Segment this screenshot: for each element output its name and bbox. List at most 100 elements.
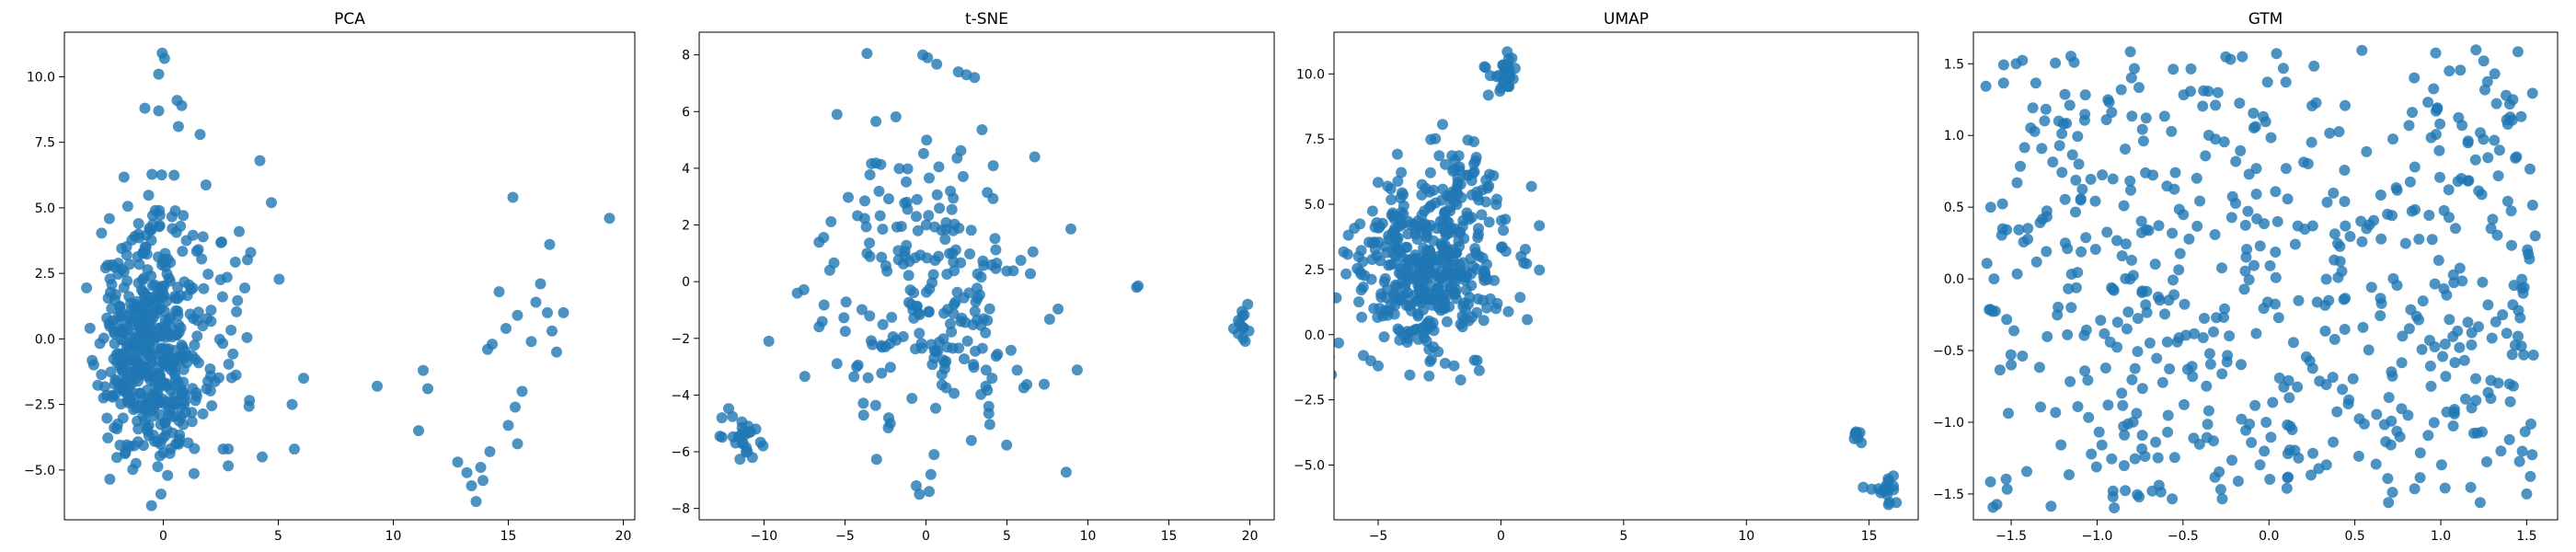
data-point (723, 403, 734, 415)
data-point (136, 284, 147, 295)
data-point (146, 168, 158, 180)
y-tick-label: 0.0 (35, 332, 55, 347)
data-point (931, 189, 943, 201)
data-point (2269, 298, 2281, 310)
data-point (2438, 204, 2450, 216)
data-point (2168, 63, 2179, 75)
data-point (2378, 419, 2390, 431)
data-point (2208, 435, 2219, 447)
data-point (2516, 445, 2528, 457)
data-point (2425, 380, 2437, 392)
data-point (2482, 299, 2494, 311)
data-point (975, 388, 987, 400)
data-point (1460, 284, 1472, 296)
data-point (2033, 362, 2045, 374)
data-point (2047, 156, 2059, 168)
data-point (2168, 183, 2180, 195)
data-point (1378, 276, 1390, 288)
data-point (1441, 316, 1453, 328)
data-point (2001, 483, 2013, 495)
data-point (716, 412, 728, 424)
data-point (2078, 114, 2090, 126)
data-point (859, 195, 870, 207)
data-point (2515, 340, 2527, 352)
data-point (976, 342, 988, 354)
data-point (2382, 473, 2394, 485)
data-point (2365, 282, 2377, 293)
data-point (1383, 230, 1395, 242)
data-point (2271, 215, 2283, 227)
data-point (2510, 152, 2522, 164)
data-point (2428, 417, 2440, 429)
data-point (1409, 324, 1421, 336)
data-point (2525, 418, 2536, 430)
data-point (874, 210, 886, 222)
data-point (1878, 484, 1890, 496)
data-point (2387, 133, 2398, 145)
data-point (2116, 250, 2128, 262)
data-point (2513, 455, 2525, 467)
x-tick-label: 10 (1080, 529, 1097, 544)
data-point (1368, 303, 1380, 315)
y-tick-label: −1.0 (1933, 416, 1964, 431)
data-point (1458, 314, 1470, 326)
data-point (1334, 292, 1342, 304)
data-point (897, 330, 909, 342)
data-point (2100, 114, 2112, 126)
data-point (949, 296, 961, 308)
data-point (2124, 273, 2136, 285)
data-point (2507, 299, 2519, 311)
data-point (159, 430, 171, 442)
data-point (111, 452, 122, 464)
data-point (1449, 223, 1460, 235)
data-point (175, 290, 187, 302)
data-point (2320, 459, 2332, 471)
data-point (2332, 271, 2344, 283)
data-point (906, 393, 918, 404)
data-point (2070, 174, 2082, 186)
data-point (2001, 314, 2013, 326)
data-point (2242, 205, 2254, 217)
data-point (945, 318, 956, 329)
data-point (908, 287, 920, 299)
data-point (2218, 312, 2229, 323)
data-point (2059, 193, 2071, 205)
x-tick-label: −5 (835, 529, 855, 544)
data-point (2238, 283, 2250, 295)
data-point (2371, 408, 2383, 420)
y-tick-label: 8 (682, 49, 690, 63)
data-point (1457, 214, 1469, 226)
data-point (98, 392, 109, 404)
data-point (2470, 373, 2481, 385)
data-point (2249, 121, 2261, 132)
data-point (1506, 52, 1518, 64)
data-point (227, 348, 239, 360)
data-point (1373, 222, 1385, 234)
axes-frame (63, 31, 636, 521)
data-point (2434, 171, 2445, 183)
data-point (2422, 97, 2434, 109)
data-point (1437, 119, 1448, 131)
data-point (2469, 154, 2481, 166)
data-point (2017, 351, 2029, 362)
data-point (216, 291, 228, 303)
data-point (125, 305, 137, 316)
data-point (2409, 203, 2421, 215)
data-point (2102, 399, 2114, 411)
data-point (2085, 173, 2097, 185)
data-point (2191, 172, 2202, 184)
data-point (2308, 60, 2320, 72)
data-point (186, 416, 198, 428)
data-point (133, 232, 145, 244)
data-point (2164, 363, 2176, 374)
data-point (2052, 309, 2064, 321)
data-point (1498, 224, 1510, 236)
data-point (104, 320, 116, 332)
data-point (1340, 268, 1352, 280)
data-point (940, 217, 952, 228)
y-tick-label: 0.0 (1305, 328, 1325, 343)
data-point (2214, 466, 2225, 477)
data-point (475, 462, 487, 473)
data-point (2149, 259, 2161, 270)
data-point (1405, 219, 1417, 231)
